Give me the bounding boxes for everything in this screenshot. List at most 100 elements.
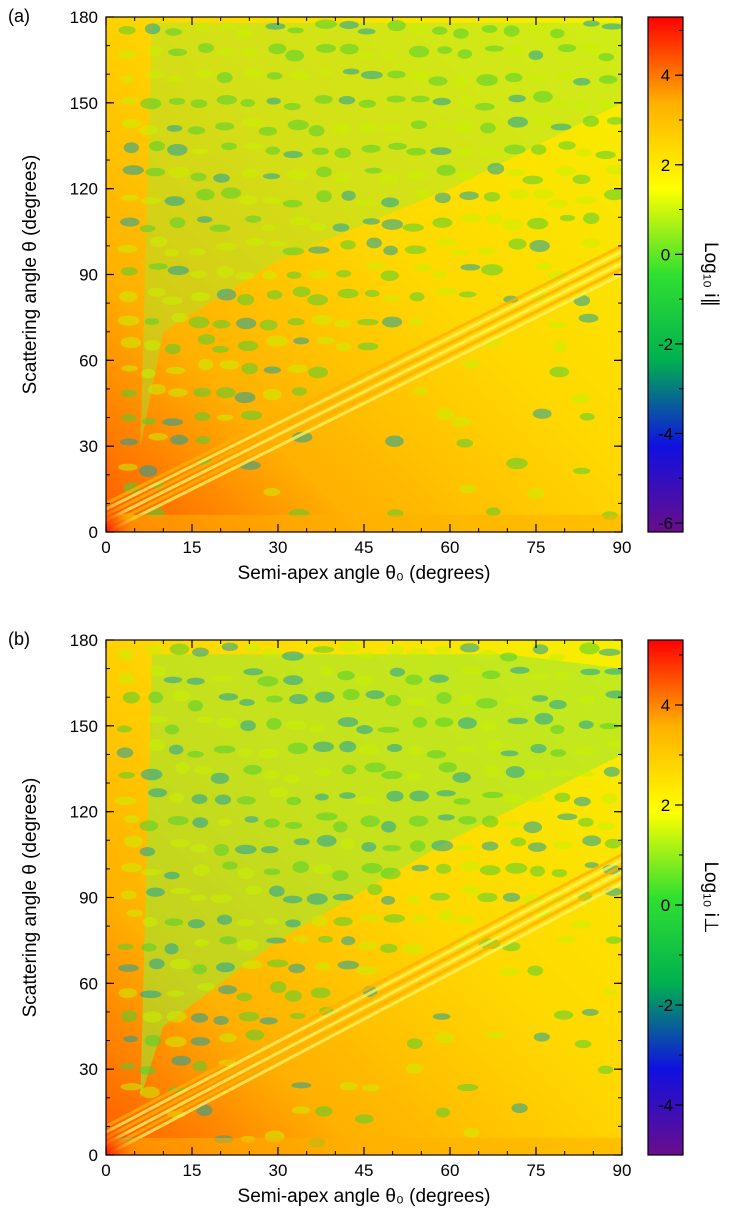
- pattern-blob: [570, 393, 591, 405]
- pattern-blob: [578, 720, 594, 730]
- pattern-blob: [339, 43, 359, 55]
- pattern-blob: [554, 671, 570, 681]
- colorbar-tick-label: 2: [661, 796, 670, 815]
- pattern-blob: [505, 766, 525, 778]
- pattern-blob: [434, 717, 454, 727]
- pattern-blob: [197, 42, 214, 54]
- pattern-blob: [172, 690, 191, 702]
- pattern-blob: [499, 967, 521, 977]
- pattern-blob: [260, 846, 279, 854]
- pattern-blob: [266, 717, 282, 730]
- pattern-blob: [459, 191, 479, 200]
- pattern-blob: [432, 1013, 451, 1020]
- pattern-blob: [165, 28, 182, 36]
- pattern-blob: [139, 990, 162, 999]
- pattern-blob: [142, 917, 158, 927]
- colorbar-tick-label: -6: [658, 514, 673, 533]
- pattern-blob: [389, 667, 406, 677]
- pattern-blob: [529, 865, 545, 877]
- pattern-blob: [257, 748, 280, 759]
- pattern-blob: [244, 642, 262, 653]
- pattern-blob: [453, 28, 469, 39]
- pattern-blob: [194, 411, 211, 422]
- pattern-blob: [382, 844, 401, 852]
- pattern-blob: [606, 117, 622, 125]
- pattern-blob: [310, 987, 331, 999]
- pattern-blob: [508, 238, 527, 250]
- pattern-blob: [308, 270, 330, 279]
- pattern-blob: [140, 868, 162, 876]
- pattern-blob: [265, 22, 286, 30]
- pattern-blob: [410, 120, 428, 129]
- pattern-blob: [308, 125, 325, 137]
- pattern-blob: [409, 840, 426, 852]
- pattern-blob: [288, 963, 306, 974]
- pattern-blob: [555, 166, 577, 176]
- y-tick-label: 90: [79, 889, 98, 908]
- pattern-blob: [289, 216, 310, 226]
- pattern-blob: [528, 24, 547, 34]
- pattern-blob: [341, 764, 357, 775]
- pattern-blob: [386, 790, 404, 802]
- pattern-blob: [189, 894, 207, 902]
- pattern-blob: [124, 835, 143, 848]
- colorbar-tick-label: 4: [661, 66, 670, 85]
- pattern-blob: [120, 389, 137, 398]
- pattern-blob: [281, 651, 304, 661]
- pattern-blob: [120, 266, 138, 276]
- pattern-blob: [436, 408, 455, 421]
- pattern-blob: [550, 28, 565, 39]
- pattern-blob: [570, 920, 592, 929]
- pattern-blob: [217, 818, 232, 826]
- y-tick-label: 60: [79, 974, 98, 993]
- pattern-blob: [548, 653, 565, 661]
- pattern-blob: [340, 838, 355, 850]
- pattern-blob: [287, 318, 305, 326]
- pattern-blob: [366, 237, 382, 249]
- pattern-blob: [574, 745, 594, 756]
- pattern-blob: [166, 124, 183, 132]
- pattern-blob: [212, 345, 229, 353]
- pattern-blob: [168, 792, 185, 803]
- heatmap-area: [106, 640, 622, 1155]
- pattern-blob: [332, 870, 349, 881]
- pattern-blob: [453, 844, 475, 851]
- pattern-blob: [141, 368, 156, 379]
- pattern-blob: [192, 387, 212, 397]
- pattern-blob: [314, 691, 335, 703]
- x-axis-title: Semi-apex angle θ₀ (degrees): [238, 563, 491, 584]
- pattern-blob: [121, 118, 142, 129]
- pattern-blob: [291, 1082, 312, 1089]
- pattern-blob: [532, 188, 555, 199]
- pattern-blob: [262, 271, 278, 280]
- pattern-blob: [533, 1032, 550, 1042]
- pattern-blob: [601, 792, 617, 805]
- x-tick-label: 90: [613, 538, 632, 557]
- pattern-blob: [454, 121, 475, 134]
- pattern-blob: [531, 144, 547, 155]
- pattern-blob: [164, 343, 181, 355]
- pattern-blob: [243, 668, 264, 676]
- pattern-blob: [378, 174, 400, 185]
- pattern-blob: [502, 219, 523, 231]
- pattern-blob: [337, 288, 359, 299]
- pattern-blob: [459, 96, 474, 107]
- pattern-blob: [534, 712, 554, 725]
- pattern-blob: [222, 861, 238, 870]
- pattern-blob: [266, 97, 281, 105]
- pattern-blob: [147, 287, 166, 297]
- pattern-blob: [194, 22, 211, 32]
- pattern-blob: [291, 387, 307, 396]
- pattern-blob: [116, 725, 132, 733]
- pattern-blob: [147, 383, 167, 395]
- pattern-blob: [437, 46, 453, 54]
- pattern-blob: [195, 436, 211, 445]
- panel-label: (a): [8, 6, 30, 26]
- colorbar-tick-label: -2: [658, 335, 673, 354]
- pattern-blob: [140, 768, 163, 781]
- y-tick-label: 180: [70, 631, 98, 650]
- pattern-blob: [192, 647, 209, 657]
- pattern-blob: [268, 43, 287, 55]
- x-tick-label: 60: [441, 1161, 460, 1180]
- pattern-blob: [557, 813, 578, 821]
